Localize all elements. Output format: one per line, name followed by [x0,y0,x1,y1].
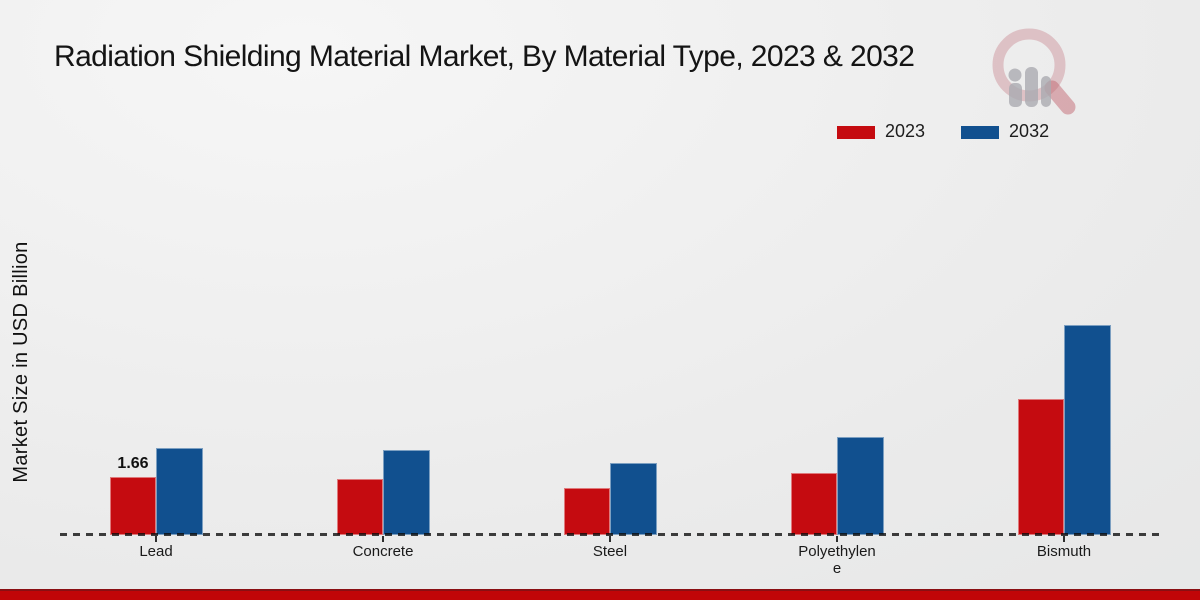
bar-2023-lead: 1.66 [110,455,156,535]
legend: 2023 2032 [837,121,1049,142]
chart-title: Radiation Shielding Material Market, By … [54,40,915,73]
category-label: Bismuth [1036,543,1092,560]
bar-2023-bismuth [1018,399,1064,535]
footer-accent-band [0,589,1200,600]
bar-2023-steel [564,487,610,535]
bar-value-label: 1.66 [117,455,149,473]
bar-2032-concrete [383,449,430,535]
x-axis-tick [382,536,384,542]
magnifier-bar-chart-logo-icon [992,28,1076,115]
bar-2032-polyethylene [837,436,884,535]
bar-2023-concrete [337,479,383,535]
y-axis-label: Market Size in USD Billion [10,241,32,483]
bar-group [791,436,884,535]
legend-swatch-2023 [837,126,875,139]
legend-label-2032: 2032 [1009,121,1050,141]
bar-2023-polyethylene [791,472,837,535]
legend-swatch-2032 [961,126,1000,139]
category-label: Steel [592,543,628,560]
bar-group [1018,325,1111,535]
x-axis-tick [1063,536,1065,542]
category-label: Concrete [352,543,414,560]
x-axis-tick [609,536,611,542]
bar-group: 1.66 [110,448,203,535]
category-label: Polyethylene [798,543,876,578]
x-axis-tick [836,536,838,542]
legend-label-2023: 2023 [885,121,926,141]
bar-2032-steel [610,463,657,535]
legend-item-2032: 2032 [961,121,1049,142]
bar-2032-bismuth [1064,325,1111,535]
category-label: Lead [139,543,173,560]
bar-group [564,463,657,535]
bar-group [337,449,430,535]
legend-item-2023: 2023 [837,121,925,142]
x-axis-tick [155,536,157,542]
bar-2032-lead [156,448,203,535]
